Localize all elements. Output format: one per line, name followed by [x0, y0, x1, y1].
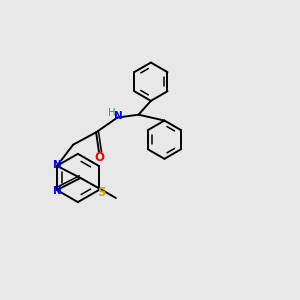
- Text: O: O: [94, 151, 105, 164]
- Text: S: S: [98, 186, 106, 199]
- Text: H: H: [108, 108, 116, 118]
- Text: N: N: [114, 111, 123, 121]
- Text: N: N: [53, 186, 62, 196]
- Text: N: N: [53, 160, 62, 170]
